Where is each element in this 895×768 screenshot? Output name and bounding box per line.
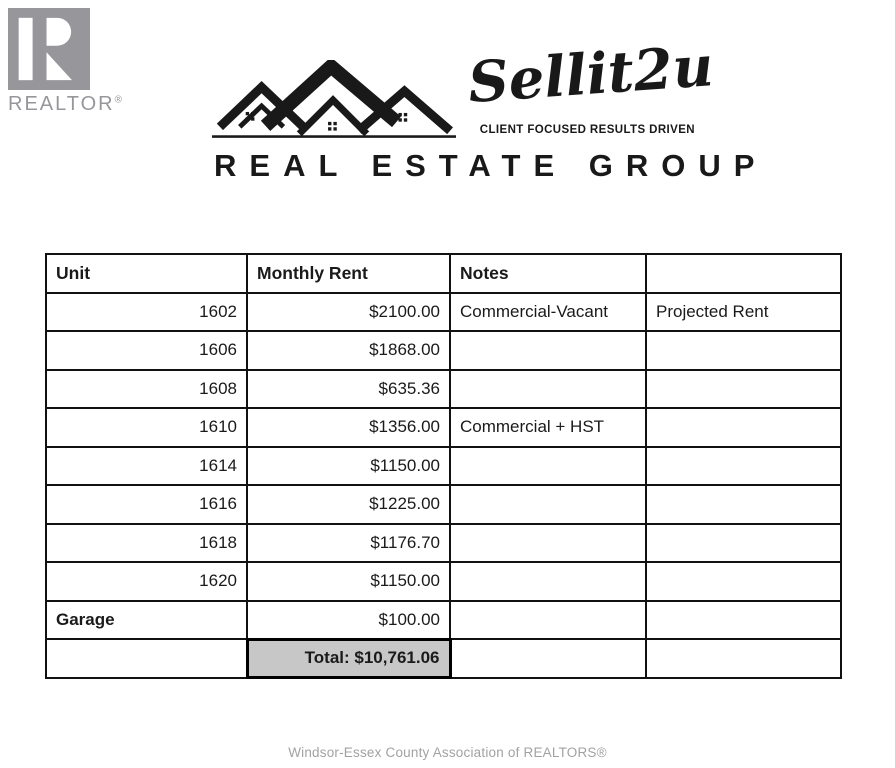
total-row: Total: $10,761.06	[45, 637, 842, 679]
unit-cell: 1608	[45, 368, 248, 409]
rent-table: Unit Monthly Rent Notes 1602 $2100.00 Commer…	[45, 253, 842, 679]
table-row: 1602 $2100.00 Commercial-Vacant Projected R…	[45, 291, 842, 332]
notes-cell	[449, 445, 647, 486]
column-header-notes: Notes	[449, 253, 647, 294]
table-row: 1620 $1150.00	[45, 561, 842, 602]
extra-cell	[645, 522, 842, 563]
monthly-rent-cell: $1868.00	[246, 330, 451, 371]
table-header-row: Unit Monthly Rent Notes	[45, 253, 842, 294]
table-row: Garage $100.00	[45, 599, 842, 640]
monthly-rent-cell: $2100.00	[246, 291, 451, 332]
notes-cell	[449, 599, 647, 640]
realtor-logo: REALTOR®	[8, 8, 122, 116]
extra-cell	[645, 368, 842, 409]
realtor-wordmark: REALTOR®	[8, 93, 122, 116]
column-header-monthly-rent: Monthly Rent	[246, 253, 451, 294]
unit-cell: 1620	[45, 561, 248, 602]
unit-cell: 1602	[45, 291, 248, 332]
unit-cell: 1610	[45, 407, 248, 448]
brand-tagline: CLIENT FOCUSED RESULTS DRIVEN	[479, 124, 695, 136]
notes-cell	[449, 638, 647, 679]
total-amount-cell: Total: $10,761.06	[245, 637, 452, 679]
brand-script-name: Sellit2u	[465, 33, 716, 117]
column-header-blank	[645, 253, 842, 294]
monthly-rent-cell: $1225.00	[246, 484, 451, 525]
notes-cell: Commercial + HST	[449, 407, 647, 448]
table-row: 1608 $635.36	[45, 368, 842, 409]
table-row: 1616 $1225.00	[45, 484, 842, 525]
monthly-rent-cell: $1150.00	[246, 445, 451, 486]
brand-group-wordmark: REAL ESTATE GROUP	[214, 148, 768, 183]
extra-cell	[645, 407, 842, 448]
extra-cell	[645, 599, 842, 640]
unit-cell: 1606	[45, 330, 248, 371]
footer-credit: Windsor-Essex County Association of REAL…	[288, 745, 607, 760]
unit-cell: 1614	[45, 445, 248, 486]
extra-cell	[645, 561, 842, 602]
table-row: 1614 $1150.00	[45, 445, 842, 486]
brand-header: Sellit2u CLIENT FOCUSED RESULTS DRIVEN R…	[0, 0, 895, 230]
realtor-block-r-icon	[8, 8, 90, 90]
monthly-rent-cell: $635.36	[246, 368, 451, 409]
unit-cell	[45, 638, 248, 679]
realtor-wordmark-text: REALTOR	[8, 93, 115, 115]
notes-cell	[449, 522, 647, 563]
extra-cell	[645, 445, 842, 486]
notes-cell	[449, 484, 647, 525]
monthly-rent-cell: $1356.00	[246, 407, 451, 448]
unit-cell: Garage	[45, 599, 248, 640]
extra-cell	[645, 484, 842, 525]
notes-cell	[449, 561, 647, 602]
unit-cell: 1618	[45, 522, 248, 563]
extra-cell: Projected Rent	[645, 291, 842, 332]
unit-cell: 1616	[45, 484, 248, 525]
monthly-rent-cell: $1150.00	[246, 561, 451, 602]
notes-cell	[449, 330, 647, 371]
rent-table-body: 1602 $2100.00 Commercial-Vacant Projected R…	[45, 291, 842, 679]
monthly-rent-cell: $100.00	[246, 599, 451, 640]
registered-trademark-symbol: ®	[114, 94, 122, 106]
table-row: 1610 $1356.00 Commercial + HST	[45, 407, 842, 448]
extra-cell	[645, 330, 842, 371]
monthly-rent-cell: $1176.70	[246, 522, 451, 563]
table-row: 1606 $1868.00	[45, 330, 842, 371]
extra-cell	[645, 638, 842, 679]
notes-cell	[449, 368, 647, 409]
table-row: 1618 $1176.70	[45, 522, 842, 563]
notes-cell: Commercial-Vacant	[449, 291, 647, 332]
column-header-unit: Unit	[45, 253, 248, 294]
houses-roofline-icon	[211, 60, 457, 138]
rent-table-header: Unit Monthly Rent Notes	[45, 253, 842, 294]
